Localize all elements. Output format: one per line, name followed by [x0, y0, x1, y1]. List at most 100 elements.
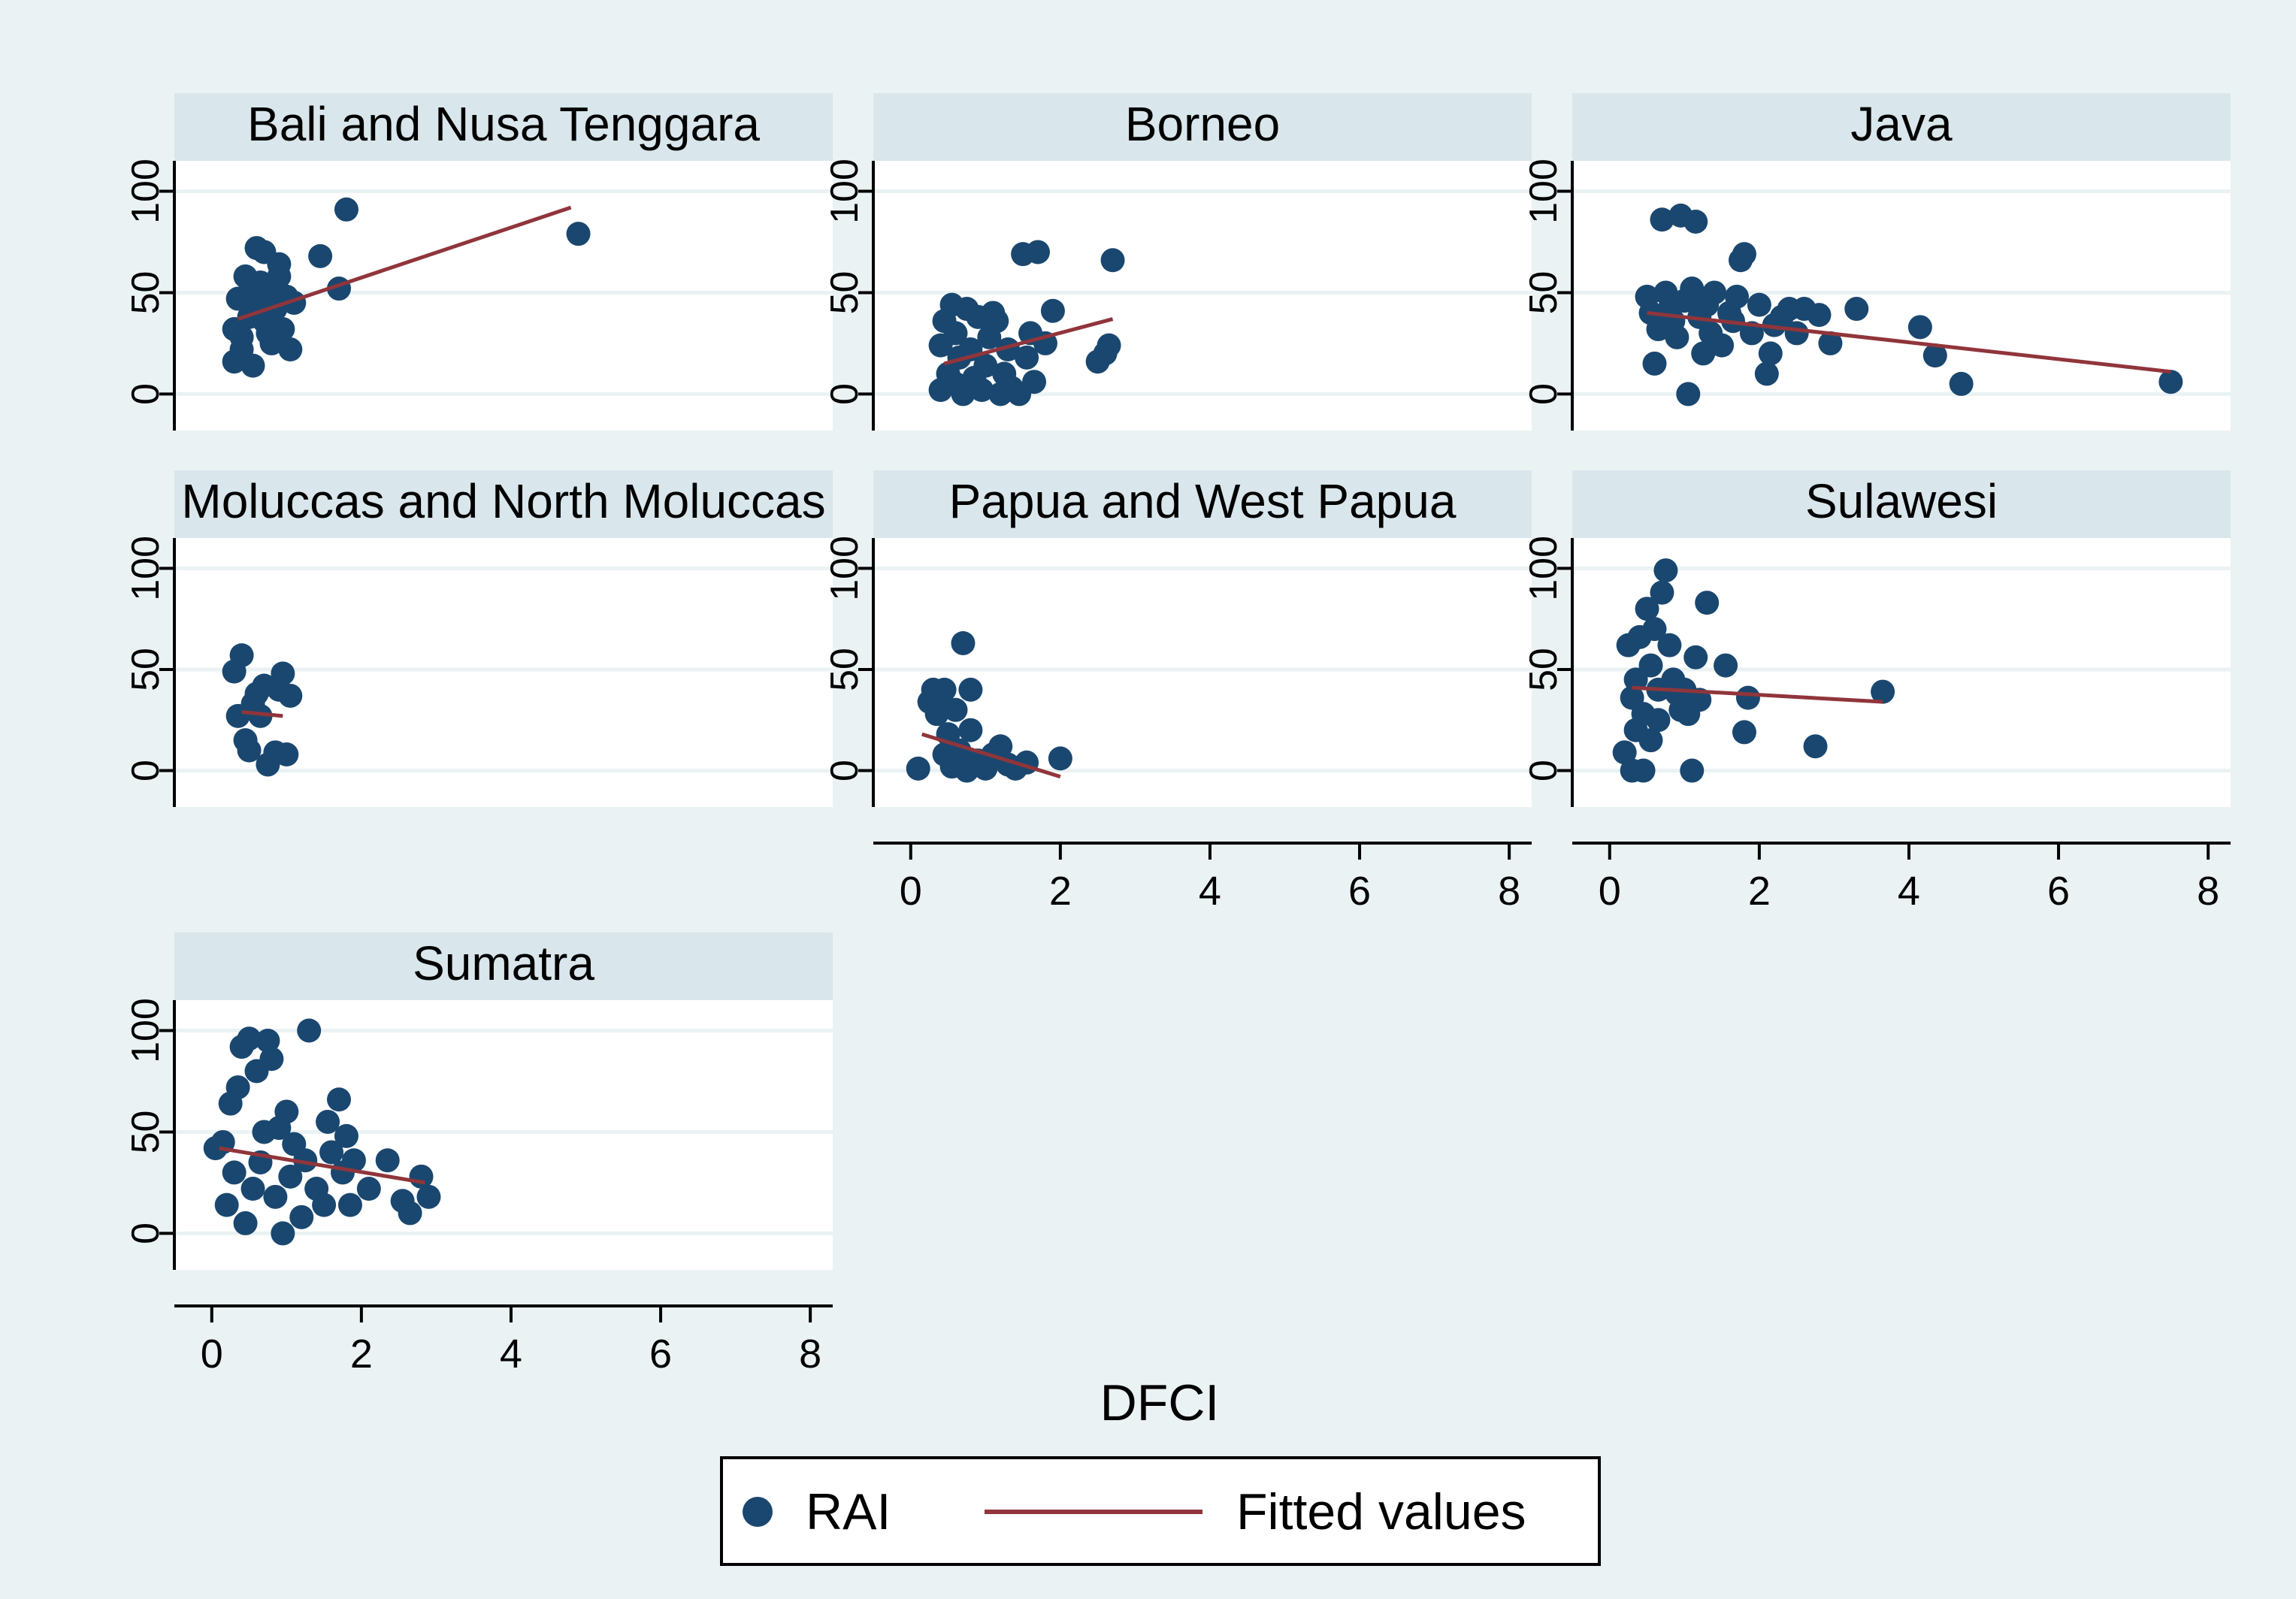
panel-title: Borneo	[1125, 97, 1280, 151]
data-point	[1710, 333, 1735, 358]
data-point	[1735, 685, 1760, 710]
data-point	[1646, 708, 1671, 733]
fitted-line	[219, 1146, 425, 1185]
data-point	[1732, 720, 1756, 745]
y-tick-label: 100	[124, 998, 168, 1063]
data-point	[271, 317, 295, 342]
y-tick-label: 50	[1522, 271, 1565, 315]
data-point	[1784, 321, 1809, 346]
data-point	[1623, 667, 1648, 692]
data-point	[1657, 633, 1682, 657]
fitted-line	[241, 710, 283, 718]
data-point	[263, 1184, 288, 1209]
data-point	[267, 264, 292, 289]
data-point	[337, 1192, 362, 1217]
data-point	[1725, 284, 1749, 309]
data-point	[1807, 303, 1832, 328]
data-point	[1922, 343, 1947, 368]
data-point	[1949, 371, 1974, 396]
data-point	[1687, 688, 1712, 712]
panel-strip	[873, 93, 1532, 161]
data-point	[566, 222, 591, 246]
x-tick-label: 6	[2047, 869, 2070, 914]
data-point	[1683, 209, 1708, 234]
data-point	[2158, 370, 2183, 394]
data-point	[1631, 758, 1656, 783]
data-point	[1695, 591, 1720, 615]
data-point	[1871, 679, 1895, 704]
y-tick-label: 50	[823, 648, 867, 691]
panel-strip	[174, 470, 833, 538]
y-tick-label: 0	[124, 760, 168, 781]
data-point	[341, 1148, 366, 1173]
panel-3: Moluccas and North Moluccas 0 50 100	[124, 470, 833, 807]
data-point	[1642, 351, 1667, 376]
data-point	[375, 1148, 400, 1173]
data-point	[1040, 298, 1065, 323]
x-tick-label: 8	[799, 1331, 821, 1377]
y-tick-label: 0	[124, 1223, 168, 1244]
data-point	[1754, 361, 1779, 386]
data-point	[293, 1148, 318, 1173]
panel-title: Sulawesi	[1805, 474, 1998, 528]
data-point	[1642, 617, 1667, 642]
panel-2: Java 0 50 100	[1522, 93, 2231, 431]
fitted-line	[1647, 310, 2171, 374]
data-point	[1683, 645, 1708, 670]
data-point	[988, 734, 1013, 759]
data-point	[1818, 331, 1843, 355]
data-point	[274, 1099, 299, 1124]
data-point	[316, 1109, 340, 1134]
x-tick-label: 2	[1748, 869, 1771, 914]
legend-marker-icon	[743, 1497, 773, 1527]
data-point	[1758, 341, 1783, 366]
data-point	[1026, 240, 1050, 264]
data-point	[970, 378, 994, 403]
x-tick-label: 4	[500, 1331, 522, 1377]
data-point	[932, 677, 957, 702]
data-point	[1650, 207, 1674, 232]
data-point	[248, 703, 273, 728]
data-point	[1022, 370, 1047, 394]
data-point	[1638, 653, 1663, 678]
data-point	[308, 243, 333, 268]
legend-label-fitted-values: Fitted values	[1236, 1483, 1526, 1540]
x-tick-label: 4	[1898, 869, 1920, 914]
panel-strip	[174, 93, 833, 161]
data-point	[1747, 292, 1771, 317]
data-point	[278, 1164, 303, 1189]
data-point	[271, 661, 295, 686]
data-point	[1907, 315, 1932, 340]
fitted-line	[1632, 685, 1883, 704]
data-point	[271, 1221, 295, 1246]
y-tick-label: 100	[1522, 536, 1565, 601]
panel-0: Bali and Nusa Tenggara 0 50 100	[124, 93, 833, 431]
y-tick-label: 50	[124, 1111, 168, 1154]
data-point	[1015, 345, 1039, 370]
data-point	[398, 1201, 422, 1226]
data-point	[951, 630, 976, 655]
data-point	[973, 353, 998, 378]
data-point	[319, 1140, 344, 1165]
fitted-line	[943, 317, 1114, 366]
x-tick-label: 0	[1599, 869, 1621, 914]
x-tick-label: 2	[1049, 869, 1072, 914]
y-tick-label: 50	[124, 648, 168, 691]
data-point	[225, 1075, 250, 1100]
data-point	[985, 309, 1009, 334]
data-point	[312, 1192, 337, 1217]
data-point	[222, 1160, 247, 1185]
data-point	[1665, 325, 1689, 349]
fitted-line	[921, 732, 1061, 779]
panel-strip	[1572, 470, 2231, 538]
legend-label-rai: RAI	[806, 1483, 891, 1540]
data-point	[259, 1047, 284, 1072]
x-tick-label: 0	[201, 1331, 223, 1377]
y-tick-label: 0	[823, 383, 867, 405]
panel-1: Borneo 0 50 100	[823, 93, 1532, 431]
data-point	[256, 1028, 280, 1053]
fitted-line	[237, 205, 572, 321]
x-tick-label: 4	[1199, 869, 1221, 914]
y-tick-label: 100	[823, 536, 867, 601]
data-point	[1676, 382, 1701, 407]
